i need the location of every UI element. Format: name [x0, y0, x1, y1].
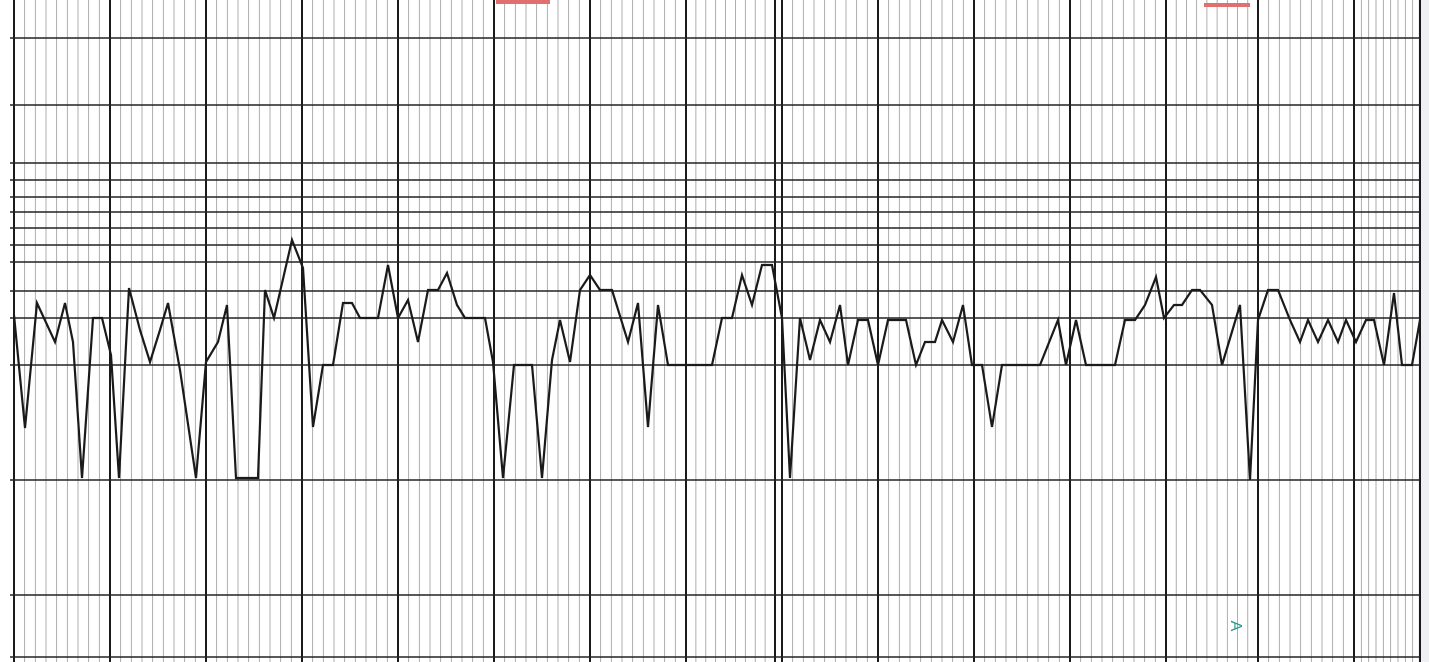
red-marker — [496, 0, 550, 4]
annotation: A — [1227, 621, 1244, 632]
plot-area — [12, 236, 1422, 481]
chart-grid — [10, 0, 1421, 662]
paper-edge — [1418, 0, 1429, 662]
trace-line — [12, 236, 1422, 481]
red-marker — [1204, 3, 1250, 7]
